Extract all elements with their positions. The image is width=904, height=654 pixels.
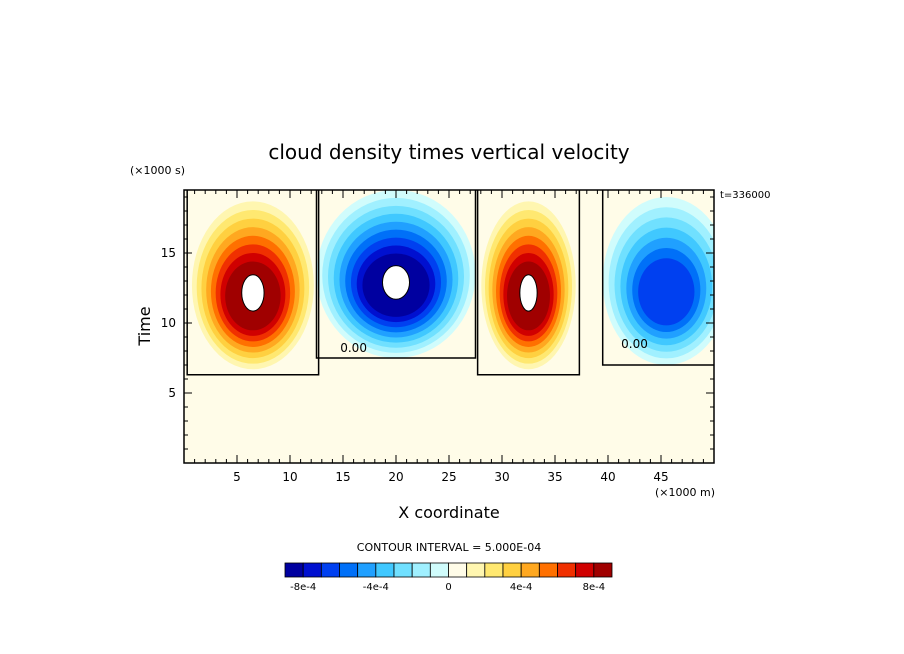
colorbar-swatch-7 [393, 562, 413, 578]
x-tick-label-35: 35 [547, 470, 562, 484]
x-tick-label-5: 5 [233, 470, 241, 484]
colorbar-swatch-5 [357, 562, 377, 578]
x-tick-label-20: 20 [388, 470, 403, 484]
colorbar-swatch-6 [375, 562, 395, 578]
colorbar: -8e-4 -4e-4 0 4e-4 8e-4 [284, 562, 613, 593]
colorbar-tick-label-3: 0 [445, 582, 451, 593]
zero-contour-label-2: 0.00 [621, 337, 648, 351]
contour-interval-label: CONTOUR INTERVAL = 5.000E-04 [357, 541, 541, 554]
zero-contour [186, 190, 714, 376]
colorbar-tick-label-5: 8e-4 [583, 582, 606, 593]
field-negative-4 [602, 197, 714, 365]
x-unit-label: (×1000 m) [655, 486, 715, 499]
field-positive-3 [477, 192, 580, 375]
colorbar-swatch-16 [557, 562, 577, 578]
field-negative-2 [316, 190, 476, 358]
colorbar-swatch-1 [284, 562, 304, 578]
colorbar-swatch-11 [466, 562, 486, 578]
colorbar-tick-label-1: -8e-4 [290, 582, 316, 593]
y-tick-label-10: 10 [161, 316, 176, 330]
y-tick-label-5: 5 [168, 386, 176, 400]
colorbar-swatch-9 [429, 562, 449, 578]
colorbar-swatch-14 [520, 562, 540, 578]
colorbar-swatch-10 [448, 562, 468, 578]
x-tick-label-45: 45 [653, 470, 668, 484]
zero-contour-segment-3 [476, 190, 581, 376]
field-3-off-scale [519, 274, 538, 312]
colorbar-swatch-4 [339, 562, 359, 578]
colorbar-swatch-13 [502, 562, 522, 578]
x-tick-label-15: 15 [335, 470, 350, 484]
x-tick-label-25: 25 [441, 470, 456, 484]
x-tick-label-10: 10 [282, 470, 297, 484]
colorbar-swatch-8 [411, 562, 431, 578]
colorbar-swatch-15 [538, 562, 558, 578]
zero-contour-segment-1 [186, 190, 320, 376]
x-tick-label-40: 40 [600, 470, 615, 484]
colorbar-swatch-2 [302, 562, 322, 578]
zero-contour-segment-2 [315, 190, 477, 359]
x-axis-label: X coordinate [398, 503, 499, 522]
y-axis-label: Time [135, 306, 154, 346]
colorbar-tick-label-2: -4e-4 [363, 582, 389, 593]
x-axis: 5 10 15 20 25 30 35 40 45 [194, 190, 704, 484]
y-unit-label: (×1000 s) [130, 164, 185, 177]
zero-contour-labels: 0.00 0.00 [340, 337, 648, 355]
colorbar-swatch-18 [593, 562, 613, 578]
field-2-off-scale [381, 265, 411, 300]
colorbar-tick-label-4: 4e-4 [510, 582, 533, 593]
y-tick-label-15: 15 [161, 246, 176, 260]
y-axis: 5 10 15 [161, 196, 714, 450]
colorbar-swatch-17 [575, 562, 595, 578]
corner-time-label: t=336000 [720, 190, 770, 201]
plot-fields [187, 190, 714, 375]
field-positive-1 [187, 192, 319, 375]
field-1-off-scale [241, 274, 265, 312]
zero-contour-label-1: 0.00 [340, 341, 367, 355]
zero-contour-segment-4 [601, 190, 714, 366]
chart-title: cloud density times vertical velocity [268, 140, 629, 164]
colorbar-swatch-3 [320, 562, 340, 578]
x-tick-label-30: 30 [494, 470, 509, 484]
field-4-level-7 [638, 258, 695, 326]
colorbar-swatch-12 [484, 562, 504, 578]
